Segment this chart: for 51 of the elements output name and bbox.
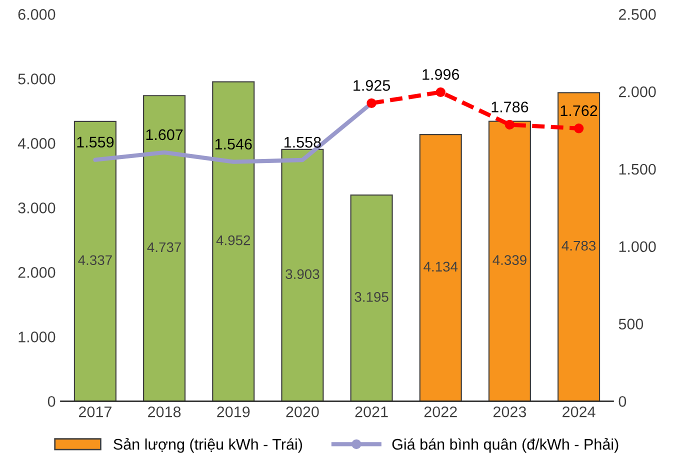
x-tick-label: 2021 [355,406,388,418]
y2-tick-label: 2.000 [618,86,656,98]
x-tick-label: 2020 [286,406,319,418]
bar [212,81,255,402]
bar [74,120,116,402]
y-tick-label: 5.000 [18,74,56,84]
bar [558,92,600,402]
data-label: 3.903 [286,269,320,280]
point [366,98,376,108]
data-label: 1.546 [215,138,252,150]
legend-label: Sản lượng (triệu kWh - Trái) [114,438,302,453]
data-label: 4.339 [492,255,526,265]
y2-tick-label: 1.500 [619,164,656,175]
data-label: 1.559 [77,136,114,148]
x-tick-label: 2019 [217,406,250,418]
data-label: 1.558 [284,136,321,148]
data-label: 4.783 [562,240,596,251]
x-tick-label: 2024 [562,406,596,418]
y-tick-label: 1.000 [18,332,56,342]
bar [350,194,393,402]
point [436,87,446,98]
data-label: 4.952 [216,235,250,246]
y2-tick-label: 0 [618,396,626,407]
y-tick-label: 4.000 [18,138,56,149]
bar [419,134,462,402]
bar [143,95,186,402]
data-label: 1.762 [560,105,598,116]
point [504,120,515,130]
data-label: 4.337 [78,255,112,266]
y-tick-label: 6.000 [18,9,56,20]
data-label: 4.134 [424,262,458,272]
y2-tick-label: 1.000 [619,241,656,252]
data-label: 1.607 [146,129,183,140]
x-tick-label: 2022 [424,406,457,418]
y-tick-label: 0 [48,396,56,407]
data-label: 1.925 [354,80,390,91]
x-tick-label: 2023 [493,406,526,418]
y-tick-label: 3.000 [18,202,56,214]
x-tick-label: 2018 [148,406,181,418]
point [574,124,584,134]
legend-label: Giá bán bình quân (đ/kWh - Phải) [392,438,618,453]
data-label: 1.786 [492,102,528,112]
bar [488,120,531,402]
data-label: 1.996 [422,69,460,80]
x-tick-label: 2017 [78,406,112,418]
y-tick-label: 2.000 [18,267,56,278]
bar [281,148,324,402]
y2-tick-label: 500 [618,318,644,330]
data-label: 4.737 [147,242,181,252]
y2-tick-label: 2.500 [618,9,656,20]
data-label: 3.195 [354,292,388,302]
